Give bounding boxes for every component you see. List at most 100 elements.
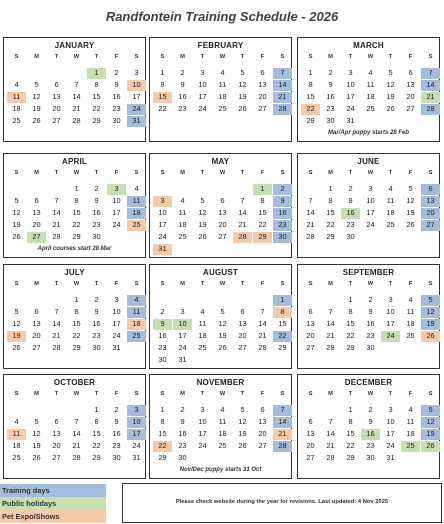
- day-cell: 29: [92, 453, 101, 462]
- day-cell: 19: [238, 92, 247, 101]
- day-cell: 23: [178, 441, 187, 450]
- day-cell: 4: [180, 196, 185, 205]
- training-day-cell: 11: [127, 196, 146, 207]
- day-cell: 24: [366, 220, 375, 229]
- day-cell: 25: [12, 116, 21, 125]
- day-cell: 11: [178, 208, 187, 217]
- month-march: MARCH S M T W T F S 1 2 3 4 5 6 7 8 9 10 11 12 13 14 15 16 17 18 1…: [297, 37, 440, 142]
- day-cell: 6: [260, 68, 265, 77]
- training-day-cell: 14: [421, 80, 440, 91]
- day-cell: 21: [326, 331, 335, 340]
- day-cell: 2: [160, 307, 165, 316]
- day-cell: 14: [52, 319, 61, 328]
- weekday-header: S: [308, 170, 313, 176]
- day-cell: 4: [14, 417, 19, 426]
- day-cell: 17: [132, 92, 141, 101]
- training-day-cell: 1: [273, 295, 292, 306]
- weekday-header: T: [94, 391, 99, 397]
- day-cell: 6: [260, 405, 265, 414]
- day-cell: 16: [92, 319, 101, 328]
- training-day-cell: 13: [421, 196, 440, 207]
- day-cell: 5: [14, 196, 19, 205]
- weekday-header: S: [308, 391, 313, 397]
- weekday-header: M: [180, 281, 185, 287]
- day-cell: 11: [406, 417, 415, 426]
- day-cell: 16: [112, 429, 121, 438]
- day-cell: 6: [308, 417, 313, 426]
- day-cell: 14: [72, 92, 81, 101]
- weekday-header: T: [54, 54, 59, 60]
- weekday-header: S: [160, 54, 165, 60]
- pet-show-day-cell: 22: [301, 104, 320, 115]
- day-cell: 13: [306, 429, 315, 438]
- weekday-header: T: [240, 391, 245, 397]
- pet-show-day-cell: 31: [153, 244, 172, 255]
- day-cell: 22: [92, 441, 101, 450]
- weekday-header: F: [260, 170, 265, 176]
- day-cell: 13: [52, 92, 61, 101]
- public-holiday-cell: 1: [253, 184, 272, 195]
- day-cell: 25: [218, 441, 227, 450]
- day-cell: 10: [112, 307, 121, 316]
- training-day-cell: 19: [421, 319, 440, 330]
- day-cell: 10: [198, 80, 207, 89]
- day-cell: 4: [388, 184, 393, 193]
- day-cell: 23: [346, 220, 355, 229]
- day-cell: 22: [72, 331, 81, 340]
- day-cell: 15: [326, 208, 335, 217]
- weekday-header: S: [280, 281, 285, 287]
- day-cell: 19: [32, 441, 41, 450]
- day-cell: 29: [158, 453, 167, 462]
- day-cell: 15: [72, 319, 81, 328]
- public-holiday-cell: 24: [381, 331, 400, 342]
- day-cell: 4: [200, 307, 205, 316]
- day-cell: 28: [52, 232, 61, 241]
- day-cell: 24: [112, 331, 121, 340]
- weekday-header: S: [308, 281, 313, 287]
- notice-box: Please check website during the year for…: [122, 483, 442, 523]
- weekday-header: M: [180, 54, 185, 60]
- weekday-header: F: [114, 281, 119, 287]
- weekday-header: S: [308, 54, 313, 60]
- pet-show-day-cell: 19: [7, 331, 26, 342]
- day-cell: 21: [72, 441, 81, 450]
- training-day-cell: 28: [273, 104, 292, 115]
- day-cell: 8: [348, 307, 353, 316]
- day-cell: 25: [218, 104, 227, 113]
- day-cell: 12: [198, 208, 207, 217]
- weekday-header: W: [73, 170, 80, 176]
- day-cell: 15: [72, 208, 81, 217]
- day-cell: 25: [406, 331, 415, 340]
- day-cell: 10: [198, 417, 207, 426]
- day-cell: 20: [306, 441, 315, 450]
- month-name: APRIL: [62, 157, 87, 166]
- month-name: FEBRUARY: [197, 41, 244, 50]
- day-cell: 7: [74, 80, 79, 89]
- day-cell: 23: [112, 104, 121, 113]
- day-cell: 30: [112, 453, 121, 462]
- training-day-cell: 19: [421, 429, 440, 440]
- day-cell: 27: [218, 232, 227, 241]
- day-cell: 25: [366, 104, 375, 113]
- training-day-cell: 30: [273, 232, 292, 243]
- weekday-header: T: [200, 391, 205, 397]
- day-cell: 12: [32, 92, 41, 101]
- day-cell: 15: [346, 429, 355, 438]
- day-cell: 13: [258, 417, 267, 426]
- day-cell: 7: [54, 307, 59, 316]
- public-holiday-cell: 25: [401, 441, 420, 452]
- day-cell: 9: [348, 196, 353, 205]
- training-day-cell: 12: [421, 417, 440, 428]
- weekday-header: T: [240, 281, 245, 287]
- weekday-header: M: [34, 281, 39, 287]
- pet-show-day-cell: 11: [7, 429, 26, 440]
- day-cell: 11: [406, 307, 415, 316]
- day-cell: 1: [348, 295, 353, 304]
- day-cell: 17: [112, 319, 121, 328]
- day-cell: 26: [406, 220, 415, 229]
- training-day-cell: 23: [273, 220, 292, 231]
- day-cell: 26: [198, 232, 207, 241]
- day-cell: 20: [258, 429, 267, 438]
- weekday-header: W: [367, 391, 374, 397]
- day-cell: 13: [258, 80, 267, 89]
